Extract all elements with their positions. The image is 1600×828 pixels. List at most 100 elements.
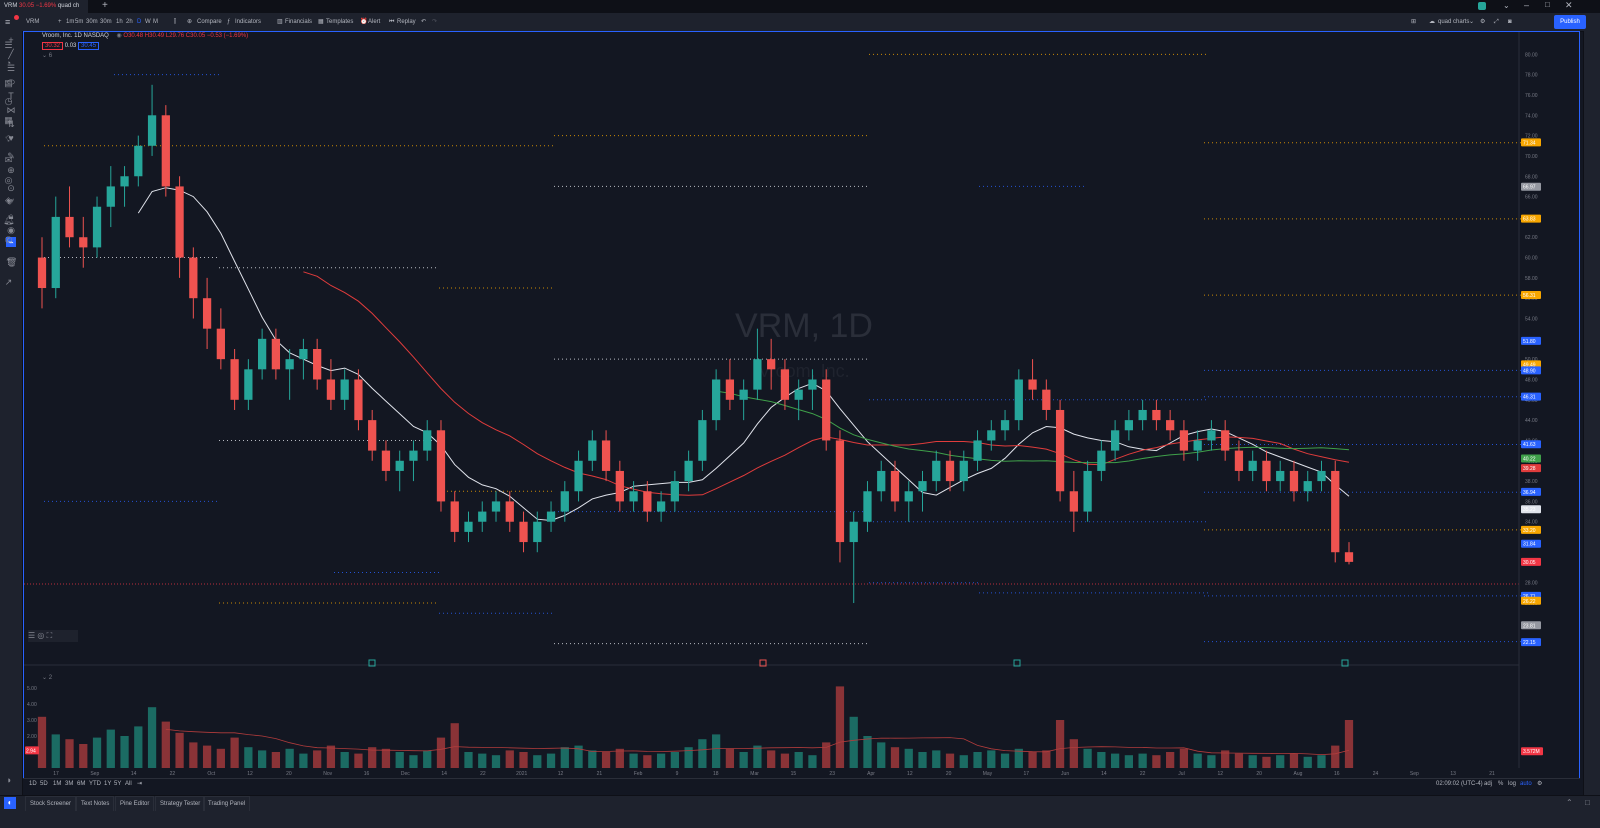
news-icon[interactable]: ◈ [5,195,12,205]
interval-1h[interactable]: 1h [116,19,123,25]
buy-button[interactable]: 30.45 [78,42,100,50]
panel-pine-editor[interactable]: Pine Editor [115,796,155,812]
hotlists-icon[interactable]: ◷ [4,96,13,106]
templates-button[interactable]: Templates [326,19,354,25]
trash-icon[interactable]: 🗑︎ [6,257,18,267]
dom-icon[interactable]: ↗ [4,277,13,287]
chart-settings-icon[interactable]: ⚙ [1537,781,1543,787]
interval-1m[interactable]: 1m [66,19,75,25]
icons-tool-icon[interactable]: ♥ [8,133,14,143]
order-panel-icon[interactable]: ⇡ [4,257,13,267]
range-5d[interactable]: 5D [40,781,48,787]
earnings-marker[interactable] [1341,659,1349,667]
eye-icon[interactable]: ◉ [7,225,15,235]
range-1m[interactable]: 1M [53,781,62,787]
layout-chevron-icon[interactable]: ⌄ [1469,19,1475,25]
percent-toggle[interactable]: % [1498,781,1504,787]
settings-gear-icon[interactable]: ⚙ [1480,19,1486,25]
object-tree-icon[interactable]: ⌁ [6,237,16,247]
panel-trading-panel[interactable]: Trading Panel [203,796,251,812]
close-icon[interactable]: ✕ [1565,0,1573,10]
publish-button[interactable]: Publish [1554,15,1586,29]
minimize-icon[interactable]: – [1524,0,1530,10]
crosshair-icon[interactable]: + [8,35,14,45]
alert-clock-icon[interactable]: ⏰ [360,19,368,25]
sell-button[interactable]: 30.32 [42,42,64,50]
alerts-icon[interactable]: ◔ [5,58,12,68]
trend-line-icon[interactable]: ╱ [8,49,14,59]
legend-eye-icon[interactable]: ◉ [116,33,122,39]
ideas-icon[interactable]: 💡︎ [5,134,12,144]
indicators-button[interactable]: Indicators [235,19,262,25]
panel-strategy-tester[interactable]: Strategy Tester [155,796,206,812]
prediction-icon[interactable]: ⇅ [7,119,15,129]
utc-clock[interactable]: 02:09:02 (UTC-4) [1436,781,1483,787]
drawing-float-toolbar[interactable]: ☰ ◎ ⛶ [28,630,78,642]
panel-text-notes[interactable]: Text Notes [76,796,115,812]
add-symbol-plus-icon[interactable]: + [58,19,62,25]
log-toggle[interactable]: log [1508,781,1517,787]
chart-type-candles-icon[interactable]: ⫿ [174,19,176,25]
replay-icon[interactable]: ⏮ [389,19,395,25]
new-tab-plus-icon[interactable]: + [102,0,108,11]
interval-5m[interactable]: 5m [75,19,84,25]
interval-m[interactable]: M [153,19,158,25]
earnings-marker[interactable] [759,659,767,667]
stay-drawing-icon[interactable]: ✐ [7,197,15,207]
volume-collapse-icon[interactable]: ⌄ 2 [42,675,53,681]
adj-toggle[interactable]: adj [1484,781,1493,787]
help-icon[interactable]: ◑ [5,775,12,785]
ruler-icon[interactable]: ✎ [7,151,15,161]
replay-button[interactable]: Replay [397,19,416,25]
maximize-icon[interactable]: □ [1545,0,1550,9]
collapse-legend-icon[interactable]: ⌄ 6 [42,53,53,59]
templates-icon[interactable]: ▦ [318,19,324,25]
visibility-icon[interactable]: ◎ [37,631,45,640]
range-ytd[interactable]: YTD [89,781,101,787]
calendar-icon[interactable]: ▦ [4,115,13,125]
range-6m[interactable]: 6M [77,781,86,787]
text-tool-icon[interactable]: T [8,91,14,101]
price-chart[interactable]: VRM, 1D Vroom, Inc. 22.0024.0026.0028.00… [24,32,1579,778]
list-icon[interactable]: ☰ [28,631,36,640]
financials-icon[interactable]: ▥ [277,19,283,25]
range-5y[interactable]: 5Y [114,781,122,787]
fullscreen-icon[interactable]: ⤢ [1494,19,1499,25]
fib-icon[interactable]: ☰ [6,63,16,73]
streams-icon[interactable]: ◎ [4,175,13,185]
auto-toggle[interactable]: auto [1520,781,1532,787]
range-1y[interactable]: 1Y [104,781,112,787]
panel-maximize-icon[interactable]: □ [1585,798,1590,807]
range-all[interactable]: All [125,781,132,787]
range-3m[interactable]: 3M [65,781,74,787]
profile-avatar[interactable] [1478,2,1486,10]
earnings-marker[interactable] [1013,659,1021,667]
earnings-marker[interactable] [368,659,376,667]
undo-icon[interactable]: ↶ [421,19,427,25]
chat-icon[interactable]: ✉ [4,155,13,165]
data-window-icon[interactable]: ▤ [4,78,13,88]
compare-button[interactable]: Compare [197,19,222,25]
messages-icon[interactable]: ✆ [4,235,13,245]
interval-2h[interactable]: 2h [126,19,133,25]
layout-name[interactable]: quad charts [1438,19,1470,25]
watchlist-icon[interactable]: ☰ [4,40,13,50]
magnet-icon[interactable]: ⊙ [7,183,15,193]
interval-d[interactable]: D [137,19,142,25]
interval-30m-b[interactable]: 30m [100,19,112,25]
chevron-down-icon[interactable]: ⌄ [1503,1,1510,10]
lock-icon[interactable]: 🔒︎ [8,211,14,221]
panel-stock-screener[interactable]: Stock Screener [25,796,77,812]
interval-w[interactable]: W [145,19,151,25]
pattern-icon[interactable]: ⋈ [6,105,16,115]
layout-grid-icon[interactable]: ⊞ [1411,19,1417,25]
chart-tab[interactable]: VRM 30.05 −1.69% quad ch [0,0,88,13]
indicators-icon[interactable]: ƒ [227,19,231,25]
interval-30m-a[interactable]: 30m [86,19,98,25]
alert-button[interactable]: Alert [368,19,381,25]
redo-icon[interactable]: ↷ [432,19,438,25]
menu-icon[interactable]: ≡ [5,17,11,27]
goto-date-icon[interactable]: ⇥ [137,781,143,787]
fullscreen-pane-icon[interactable]: ⛶ [46,631,53,640]
compare-plus-icon[interactable]: ⊕ [187,19,193,25]
